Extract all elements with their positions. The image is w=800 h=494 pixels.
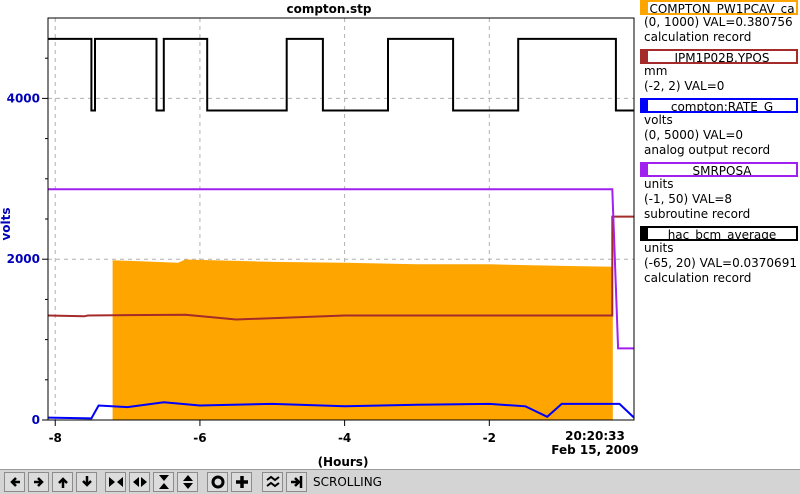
- legend-entry-4[interactable]: hac_bcm_average: [640, 226, 798, 241]
- strip-chart: compton.stp -8 -6 -4 -2 0 2000 4000 volts (Hou…: [0, 2, 639, 469]
- scroll-right-button[interactable]: [28, 472, 49, 492]
- circle-icon: [211, 475, 224, 489]
- autoscale-icon: [265, 475, 280, 488]
- scroll-up-button[interactable]: [52, 472, 73, 492]
- compress-vertical-button[interactable]: [153, 472, 174, 492]
- legend-detail: subroutine record: [644, 207, 751, 221]
- legend-detail: calculation record: [644, 30, 752, 44]
- legend: COMPTON_PW1PCAV_ca (0, 1000) VAL=0.380756…: [640, 0, 800, 285]
- mode-label: SCROLLING: [313, 475, 382, 489]
- scroll-up-icon: [57, 477, 68, 488]
- y-tick-label: 4000: [7, 91, 40, 105]
- plus-icon: [235, 476, 248, 488]
- scroll-left-button[interactable]: [4, 472, 25, 492]
- series-compton-rate-g: [47, 401, 635, 420]
- exit-scroll-icon: [290, 476, 302, 488]
- timestamp-time: 20:20:33: [565, 429, 625, 443]
- legend-detail: (-2, 2) VAL=0: [644, 79, 725, 93]
- axis-layer: -8 -6 -4 -2 0 2000 4000: [7, 17, 635, 445]
- toolbar: SCROLLING: [0, 469, 800, 494]
- series-smrposa: [48, 188, 634, 350]
- x-axis-label: (Hours): [318, 455, 369, 469]
- exit-scroll-button[interactable]: [286, 472, 307, 492]
- legend-detail: analog output record: [644, 143, 771, 157]
- x-tick-label: -4: [338, 431, 351, 445]
- grid-layer: [48, 18, 634, 420]
- compress-horizontal-icon: [108, 477, 123, 487]
- series-ipm1p02b-ypos: [47, 215, 634, 321]
- legend-detail: units: [644, 241, 674, 255]
- compress-vertical-icon: [158, 475, 169, 489]
- timestamp-date: Feb 15, 2009: [551, 443, 638, 457]
- chart-title: compton.stp: [286, 2, 371, 16]
- legend-detail: calculation record: [644, 271, 752, 285]
- legend-entry-0[interactable]: COMPTON_PW1PCAV_ca: [640, 0, 798, 15]
- expand-vertical-icon: [182, 475, 193, 489]
- y-axis-label: volts: [0, 207, 13, 240]
- scroll-right-icon: [33, 477, 44, 487]
- compress-horizontal-button[interactable]: [105, 472, 126, 492]
- expand-horizontal-button[interactable]: [129, 472, 150, 492]
- legend-detail: (-1, 50) VAL=8: [644, 192, 733, 206]
- legend-entry-1[interactable]: IPM1P02B.YPOS: [640, 49, 798, 64]
- legend-detail: (0, 1000) VAL=0.380756: [644, 15, 793, 29]
- legend-detail: mm: [644, 64, 668, 78]
- legend-detail: volts: [644, 113, 673, 127]
- x-tick-label: -8: [49, 431, 62, 445]
- y-tick-label: 0: [32, 413, 40, 427]
- expand-vertical-button[interactable]: [177, 472, 198, 492]
- circle-button[interactable]: [207, 472, 228, 492]
- scroll-left-icon: [9, 477, 20, 487]
- series-hac-bcm-average: [48, 37, 634, 112]
- legend-detail: (-65, 20) VAL=0.0370691: [644, 256, 797, 270]
- expand-horizontal-icon: [132, 477, 147, 487]
- scroll-down-button[interactable]: [76, 472, 97, 492]
- x-tick-label: -2: [483, 431, 496, 445]
- legend-detail: units: [644, 177, 674, 191]
- x-tick-label: -6: [193, 431, 206, 445]
- legend-entry-2[interactable]: compton:RATE_G: [640, 98, 798, 113]
- scroll-down-icon: [81, 476, 92, 487]
- y-tick-label: 2000: [7, 252, 40, 266]
- series-compton-pw1pcav: [48, 259, 634, 421]
- legend-entry-3[interactable]: SMRPOSA: [640, 162, 798, 177]
- autoscale-button[interactable]: [262, 472, 283, 492]
- series-layer: [47, 37, 635, 421]
- legend-detail: (0, 5000) VAL=0: [644, 128, 744, 142]
- plus-button[interactable]: [231, 472, 252, 492]
